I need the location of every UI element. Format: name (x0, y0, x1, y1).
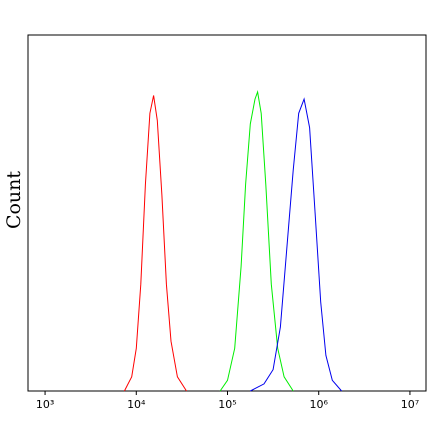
x-tick-label: 10³ (36, 398, 54, 411)
x-tick-label: 10⁴ (127, 398, 146, 411)
histogram-line (250, 97, 342, 392)
x-tick-label: 10⁶ (310, 398, 329, 411)
histogram-line (219, 90, 294, 392)
x-tick-label: 10⁵ (218, 398, 236, 411)
histogram-line (123, 95, 187, 392)
plot-frame (27, 34, 427, 392)
y-axis-label: Count (3, 171, 25, 229)
x-tick-label: 10⁷ (401, 398, 419, 411)
